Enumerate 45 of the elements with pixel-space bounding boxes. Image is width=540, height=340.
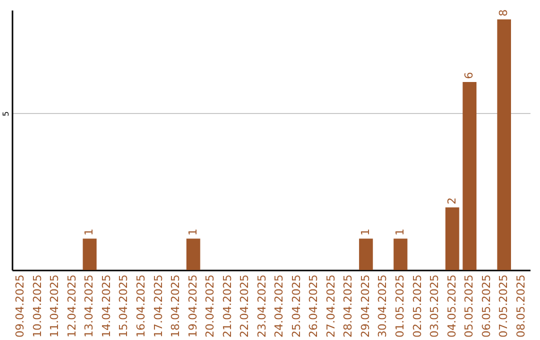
data-label: 8 [497,9,510,16]
x-tick-label: 07.05.2025 [497,274,510,338]
bar [445,207,460,270]
y-tick-label: 5 [2,111,10,116]
x-tick-label: 08.05.2025 [514,274,528,338]
x-tick-label: 05.05.2025 [462,274,476,338]
x-tick-label: 16.04.2025 [134,274,148,338]
x-tick-label: 24.04.2025 [272,274,286,338]
x-tick-label: 18.04.2025 [169,274,182,338]
x-tick-label: 12.04.2025 [65,274,78,338]
data-label: 1 [186,228,200,236]
x-tick-label: 25.04.2025 [290,274,303,338]
data-label: 1 [82,228,96,236]
bar [394,238,408,270]
x-tick-label: 20.04.2025 [204,274,217,338]
x-tick-label: 14.04.2025 [100,274,113,338]
x-tick-label: 11.04.2025 [48,274,62,338]
x-tick-label: 26.04.2025 [307,274,320,338]
x-tick-label: 06.05.2025 [480,274,493,338]
x-tick-label: 23.04.2025 [255,274,268,338]
bar [359,238,373,270]
x-tick-label: 29.04.2025 [358,274,372,338]
x-tick-label: 01.05.2025 [394,274,406,338]
data-label: 6 [462,72,476,80]
bar [497,19,512,270]
x-tick-label: 21.04.2025 [220,274,234,338]
x-tick-label: 03.05.2025 [428,274,442,338]
bar [82,238,97,270]
x-tick-label: 30.04.2025 [376,274,390,338]
x-tick-label: 22.04.2025 [238,274,252,338]
x-tick-label: 19.04.2025 [186,274,200,338]
data-label: 2 [445,197,458,204]
x-tick-label: 04.05.2025 [445,274,458,338]
x-tick-label: 28.04.2025 [342,274,355,338]
x-tick-label: 10.04.2025 [30,274,44,338]
x-tick-label: 27.04.2025 [324,274,338,338]
data-label: 1 [394,228,406,236]
x-tick-label: 09.04.2025 [14,274,27,338]
x-tick-label: 13.04.2025 [82,274,96,338]
x-tick-label: 17.04.2025 [152,274,165,338]
x-tick-label: 02.05.2025 [410,274,424,338]
bar [462,82,476,270]
data-label: 1 [358,228,372,236]
x-tick-label: 15.04.2025 [117,274,130,338]
bar [186,238,200,270]
